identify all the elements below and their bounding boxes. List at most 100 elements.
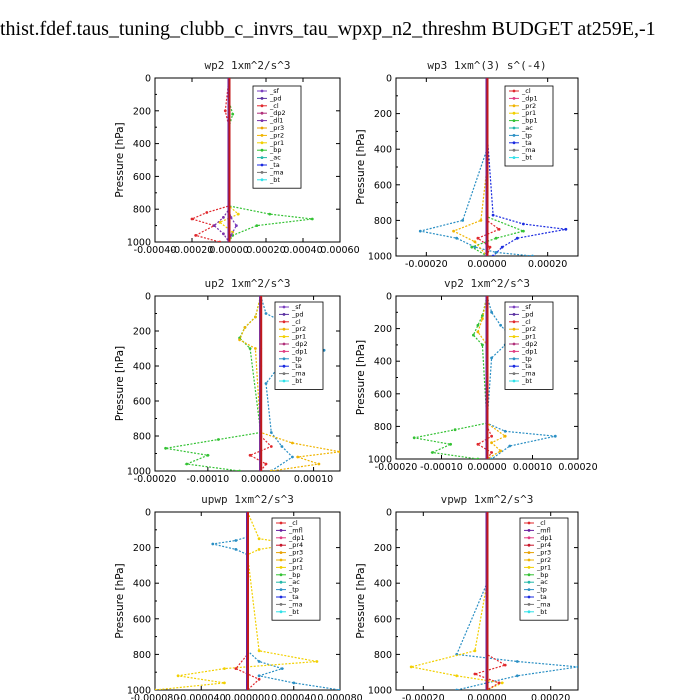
series-point	[431, 451, 434, 454]
legend-marker	[512, 335, 516, 338]
series-point	[494, 236, 498, 240]
panel-4: vp2 1xm^2/s^3 0 200 400 600 800 1000-0.00020 -0…	[355, 277, 598, 473]
series-point	[476, 442, 480, 446]
series-point	[317, 462, 321, 466]
x-tick-label: 0.00000	[467, 259, 506, 270]
legend-marker	[527, 558, 531, 562]
legend-marker	[282, 342, 286, 346]
x-tick-label: 0.00020	[531, 693, 570, 700]
x-tick-label: 0.00000	[467, 462, 506, 473]
panel-6: vpwp 1xm^2/s^3 0 200 400 600 800 1000 -0.00020 0…	[355, 493, 579, 700]
legend-entry: _ac	[521, 124, 533, 132]
y-tick-label: 1000	[127, 238, 151, 249]
series-point	[222, 216, 225, 219]
y-tick-label: 200	[374, 324, 392, 335]
legend-marker	[512, 320, 516, 324]
legend-entry: _ta	[521, 139, 532, 147]
series-point	[264, 312, 268, 315]
legend-entry: _ta	[269, 161, 280, 169]
legend-entry: _dl1	[269, 117, 283, 125]
legend-entry: _pr2	[291, 325, 306, 333]
legend-entry: _bt	[521, 154, 532, 162]
legend-marker	[260, 171, 264, 174]
series-point	[223, 109, 227, 113]
legend-entry: _dp1	[291, 347, 308, 355]
series-point	[248, 347, 252, 350]
series-point	[515, 660, 519, 663]
legend-entry: _ac	[269, 154, 281, 162]
series-point	[476, 323, 480, 327]
panel-1: wp2 1xm^2/s^3 0 200 400 600 800 1000-0.00040-0…	[114, 59, 360, 256]
legend-entry: _bt	[291, 377, 302, 385]
panel-title: wp3 1xm^(3) s^(-4)	[427, 59, 546, 72]
series-point	[497, 681, 501, 685]
legend-marker	[279, 529, 283, 532]
legend-marker	[512, 111, 516, 115]
legend-box	[504, 301, 554, 390]
panel-5: upwp 1xm^2/s^3 0 200 400 600 800 1000-0.000080…	[114, 493, 363, 700]
legend-marker	[512, 342, 516, 346]
x-tick-label: 0.00020	[528, 259, 567, 270]
series-point	[473, 240, 477, 244]
legend-marker	[512, 364, 516, 368]
series-point	[491, 213, 495, 217]
series-point	[476, 236, 480, 240]
legend-marker	[527, 543, 531, 547]
legend-marker	[282, 305, 286, 309]
x-tick-label: 0.00010	[513, 462, 552, 473]
series-point	[155, 688, 157, 690]
legend: _cl_dp1_pr2_pr1_bp1_ac_tp_ta_ma_bt	[504, 85, 554, 167]
legend-marker	[260, 119, 264, 122]
legend-entry: _ac	[536, 578, 548, 586]
series-group	[418, 78, 568, 256]
legend: _sf_pd_cl_pr2_pr1_dp2_dp1_tp_ta_ma_bt	[274, 301, 324, 390]
series-point	[497, 227, 501, 231]
legend-entry: _cl	[288, 519, 298, 527]
legend-marker	[260, 126, 264, 130]
legend-entry: _cl	[536, 519, 546, 527]
legend-entry: _ma	[521, 370, 536, 378]
legend-marker	[279, 580, 283, 584]
x-tick-label: 0.00060	[320, 245, 359, 256]
legend-marker	[527, 588, 531, 591]
x-tick-label: 0.00020	[558, 462, 597, 473]
legend-marker	[527, 595, 531, 599]
series-point	[264, 462, 268, 466]
y-tick-label: 200	[133, 327, 151, 338]
x-tick-label: -0.00020	[375, 462, 418, 473]
series-point	[488, 245, 492, 249]
series-point	[473, 649, 477, 653]
series-point	[470, 245, 474, 249]
legend-entry: _bp	[288, 571, 301, 579]
series-point	[269, 431, 273, 434]
legend-marker	[282, 313, 286, 316]
legend-marker	[527, 580, 531, 584]
series-point	[254, 347, 257, 350]
series-point	[234, 539, 238, 542]
legend-marker	[527, 536, 531, 540]
x-tick-label: 0.000080	[317, 693, 362, 700]
legend-entry: _bp1	[521, 117, 538, 125]
y-tick-label: 800	[374, 422, 392, 433]
legend-entry: _dp1	[521, 347, 538, 355]
legend-marker	[512, 104, 516, 108]
series-point	[280, 445, 284, 448]
y-axis-label: Pressure [hPa]	[355, 563, 367, 638]
legend-entry: _pr3	[288, 549, 303, 557]
legend-entry: _dp2	[521, 340, 538, 348]
legend-entry: _pr4	[288, 541, 303, 549]
series-line-bp	[228, 78, 313, 242]
legend-marker	[512, 89, 516, 93]
series-point	[291, 455, 294, 459]
plot-frame	[154, 77, 341, 243]
y-tick-label: 600	[133, 172, 151, 183]
y-tick-label: 0	[145, 74, 151, 85]
x-tick-label: -0.000080	[131, 693, 180, 700]
y-tick-label: 600	[374, 389, 392, 400]
legend-marker	[279, 588, 283, 591]
x-tick-label: -0.00020	[134, 474, 177, 485]
legend-marker	[512, 379, 516, 383]
series-point	[234, 548, 238, 551]
legend-entry: _pr2	[521, 102, 536, 110]
series-point	[205, 211, 209, 214]
